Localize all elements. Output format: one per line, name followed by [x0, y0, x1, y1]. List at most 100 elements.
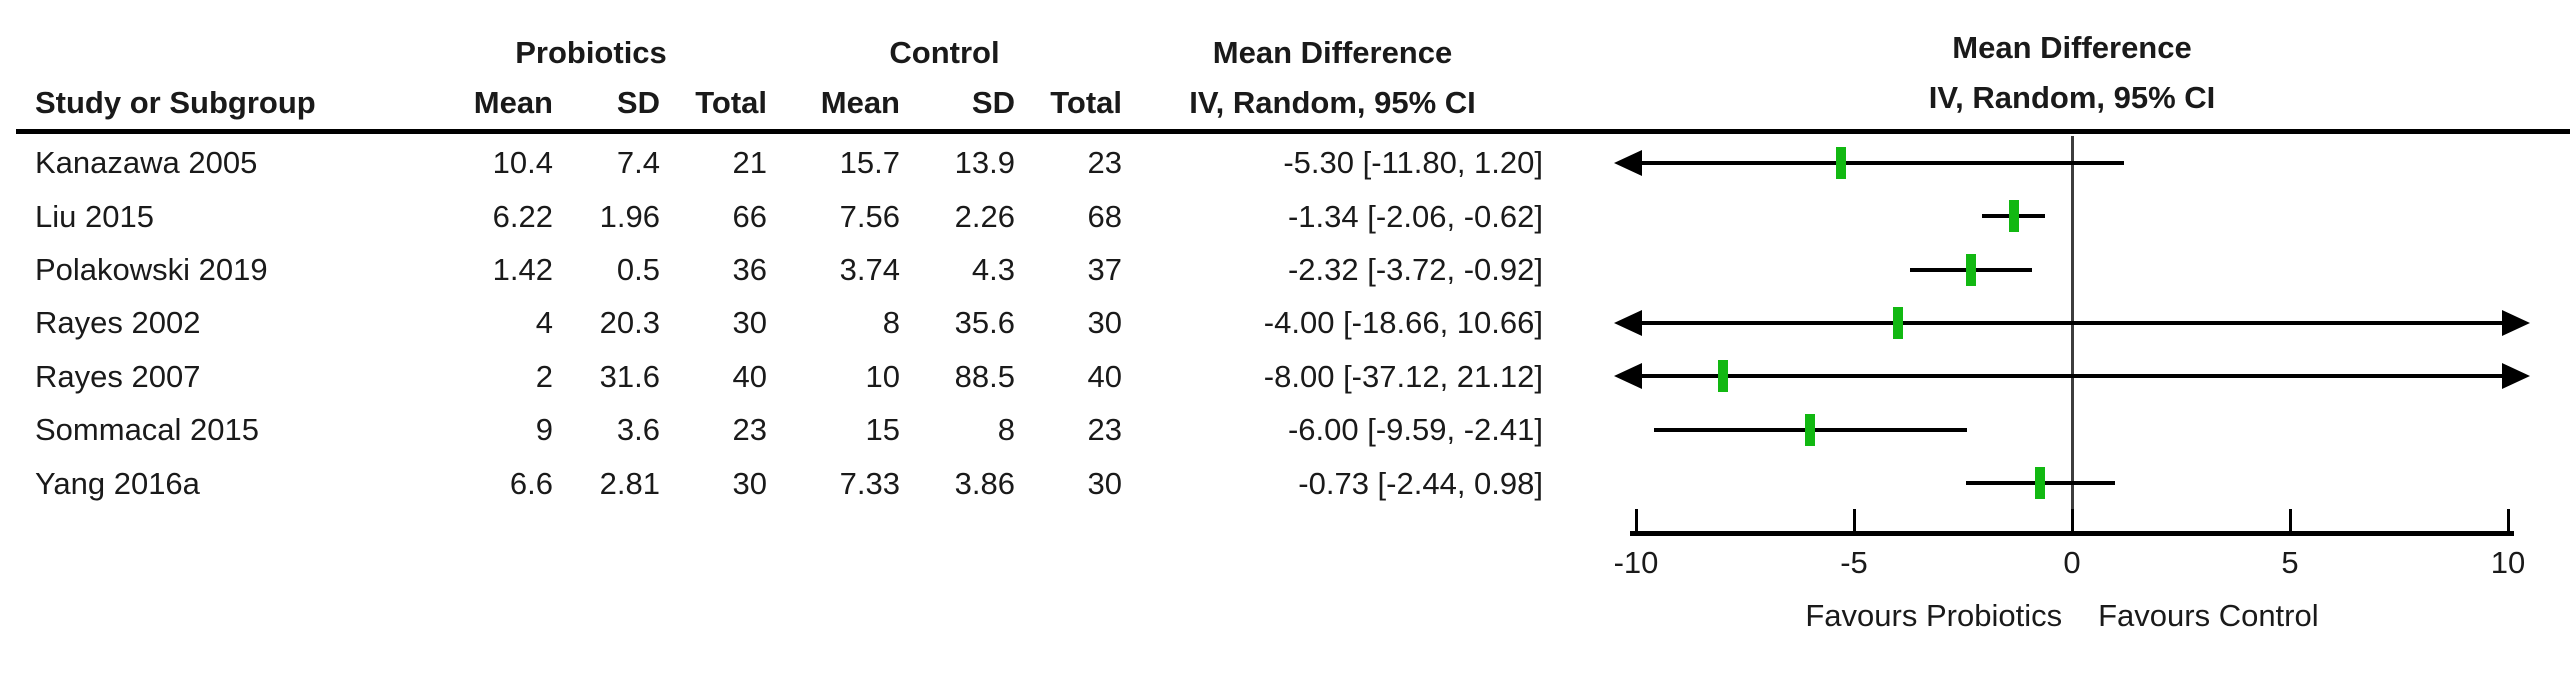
axis-tick-label: 5 — [2281, 545, 2299, 580]
ctrl-mean-cell: 7.56 — [839, 198, 900, 234]
treat-sd-cell: 7.4 — [616, 145, 660, 181]
treat-mean-cell: 4 — [535, 305, 553, 341]
confidence-interval-line — [1638, 374, 2506, 379]
favours-right-label: Favours Control — [2098, 598, 2319, 633]
study-name: Rayes 2007 — [35, 358, 201, 394]
ctrl-mean-cell: 15 — [865, 412, 900, 448]
effect-ci-cell: -2.32 [-3.72, -0.92] — [1287, 251, 1543, 287]
ctrl-mean-cell: 15.7 — [839, 145, 900, 181]
col-header-study: Study or Subgroup — [35, 84, 316, 120]
plot-subtitle: IV, Random, 95% CI — [1928, 80, 2216, 115]
ctrl-sd-cell: 35.6 — [954, 305, 1015, 341]
ctrl-mean-cell: 8 — [882, 305, 900, 341]
table-row: Kanazawa 2005 10.4 7.4 21 15.7 13.9 23 -5.30 [-… — [0, 136, 1543, 189]
axis-tick — [1635, 509, 1638, 533]
axis-tick-label: 10 — [2490, 545, 2526, 580]
effect-ci-cell: -5.30 [-11.80, 1.20] — [1283, 145, 1543, 181]
treat-mean-cell: 10.4 — [492, 145, 553, 181]
axis-tick-label: 0 — [2063, 545, 2081, 580]
axis-tick — [2071, 509, 2074, 533]
study-name: Polakowski 2019 — [35, 251, 268, 287]
treat-total-cell: 30 — [732, 305, 767, 341]
table-row: Yang 2016a 6.6 2.81 30 7.33 3.86 30 -0.73 [-2.4… — [0, 456, 1543, 509]
effect-ci-cell: -1.34 [-2.06, -0.62] — [1287, 198, 1543, 234]
axis-tick — [2289, 509, 2292, 533]
treat-total-cell: 40 — [732, 358, 767, 394]
treat-mean-cell: 6.22 — [492, 198, 553, 234]
arrow-right-icon — [2502, 309, 2530, 336]
arrow-left-icon — [1614, 363, 1642, 390]
study-name: Yang 2016a — [35, 465, 200, 501]
table-row: Rayes 2002 4 20.3 30 8 35.6 30 -4.00 [-18.66, 1… — [0, 296, 1543, 349]
col-header-ctrl-total: Total — [1050, 84, 1122, 120]
table-column-header-row: Study or Subgroup Mean SD Total Mean SD … — [0, 80, 1543, 124]
ctrl-total-cell: 23 — [1087, 412, 1122, 448]
study-name: Rayes 2002 — [35, 305, 201, 341]
mean-marker — [2035, 467, 2046, 500]
confidence-interval-line — [1638, 160, 2125, 165]
col-header-treat-mean: Mean — [473, 84, 553, 120]
zero-effect-line — [2071, 136, 2074, 533]
col-header-effect-ci: IV, Random, 95% CI — [1189, 84, 1476, 120]
mean-marker — [1835, 146, 1846, 179]
ctrl-total-cell: 40 — [1087, 358, 1122, 394]
treat-total-cell: 21 — [732, 145, 767, 181]
treat-mean-cell: 6.6 — [509, 465, 553, 501]
study-name: Kanazawa 2005 — [35, 145, 258, 181]
treat-mean-cell: 9 — [535, 412, 553, 448]
ctrl-sd-cell: 2.26 — [954, 198, 1015, 234]
mean-marker — [1965, 253, 1976, 286]
treat-total-cell: 30 — [732, 465, 767, 501]
mean-marker — [1892, 306, 1903, 339]
ctrl-total-cell: 30 — [1087, 465, 1122, 501]
table-row: Liu 2015 6.22 1.96 66 7.56 2.26 68 -1.34 [-2.06… — [0, 189, 1543, 242]
header-separator-line — [16, 129, 2570, 134]
plot-title: Mean Difference — [1952, 30, 2192, 65]
ctrl-mean-cell: 7.33 — [839, 465, 900, 501]
treat-total-cell: 23 — [732, 412, 767, 448]
ctrl-sd-cell: 88.5 — [954, 358, 1015, 394]
table-row: Rayes 2007 2 31.6 40 10 88.5 40 -8.00 [-37.12, … — [0, 350, 1543, 403]
axis-tick — [2507, 509, 2510, 533]
treat-mean-cell: 1.42 — [492, 251, 553, 287]
axis-favours-labels: Favours Probiotics Favours Control — [1805, 598, 2318, 634]
ctrl-total-cell: 68 — [1087, 198, 1122, 234]
axis-tick-label: -5 — [1840, 545, 1868, 580]
arrow-left-icon — [1614, 149, 1642, 176]
col-header-treat-sd: SD — [616, 84, 660, 120]
treat-mean-cell: 2 — [535, 358, 553, 394]
table-row: Polakowski 2019 1.42 0.5 36 3.74 4.3 37 -2.32 [… — [0, 243, 1543, 296]
ctrl-mean-cell: 3.74 — [839, 251, 900, 287]
treat-sd-cell: 20.3 — [599, 305, 660, 341]
study-name: Liu 2015 — [35, 198, 154, 234]
treat-sd-cell: 31.6 — [599, 358, 660, 394]
group-header-control: Control — [889, 34, 1000, 70]
ctrl-mean-cell: 10 — [865, 358, 900, 394]
col-header-ctrl-sd: SD — [971, 84, 1015, 120]
treat-total-cell: 36 — [732, 251, 767, 287]
col-header-ctrl-mean: Mean — [820, 84, 900, 120]
table-row: Sommacal 2015 9 3.6 23 15 8 23 -6.00 [-9.59, -2… — [0, 403, 1543, 456]
confidence-interval-line — [1638, 320, 2506, 325]
axis-tick-label: -10 — [1613, 545, 1659, 580]
mean-marker — [1718, 360, 1729, 393]
arrow-left-icon — [1614, 309, 1642, 336]
treat-sd-cell: 1.96 — [599, 198, 660, 234]
mean-marker — [1805, 413, 1816, 446]
effect-ci-cell: -4.00 [-18.66, 10.66] — [1263, 305, 1543, 341]
ctrl-total-cell: 30 — [1087, 305, 1122, 341]
ctrl-sd-cell: 13.9 — [954, 145, 1015, 181]
ctrl-sd-cell: 8 — [997, 412, 1015, 448]
favours-left-label: Favours Probiotics — [1805, 598, 2063, 633]
col-header-treat-total: Total — [695, 84, 767, 120]
treat-sd-cell: 3.6 — [616, 412, 660, 448]
group-header-treatment: Probiotics — [515, 34, 667, 70]
treat-total-cell: 66 — [732, 198, 767, 234]
effect-ci-cell: -8.00 [-37.12, 21.12] — [1263, 358, 1543, 394]
treat-sd-cell: 2.81 — [599, 465, 660, 501]
ctrl-sd-cell: 3.86 — [954, 465, 1015, 501]
effect-ci-cell: -6.00 [-9.59, -2.41] — [1287, 412, 1543, 448]
x-axis-line — [1630, 531, 2514, 536]
table-group-header-row: Probiotics Control Mean Difference — [0, 30, 1543, 74]
ctrl-total-cell: 37 — [1087, 251, 1122, 287]
